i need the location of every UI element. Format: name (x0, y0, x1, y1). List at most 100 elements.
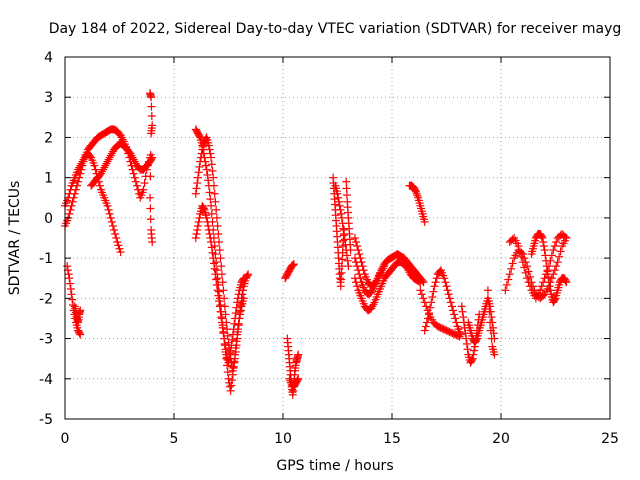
data-point (486, 318, 495, 327)
data-point (195, 213, 204, 222)
data-point (413, 191, 422, 200)
data-point (193, 221, 202, 230)
data-point (76, 330, 85, 339)
data-point (233, 294, 242, 303)
data-point (352, 238, 361, 247)
data-point (486, 302, 495, 311)
data-point (231, 314, 240, 323)
data-point (556, 247, 565, 256)
data-point (148, 238, 157, 247)
y-tick-label: -2 (39, 291, 53, 307)
data-point (449, 306, 458, 315)
data-point (64, 270, 73, 279)
data-point (215, 246, 224, 255)
data-point (228, 335, 237, 344)
data-point (66, 205, 75, 214)
y-tick-label: -3 (39, 332, 53, 348)
data-point (538, 234, 547, 242)
data-point (76, 169, 85, 178)
data-point (334, 193, 343, 202)
data-point (210, 189, 219, 198)
data-point (411, 187, 420, 196)
data-point (508, 259, 517, 268)
data-point (213, 274, 222, 283)
data-point (225, 382, 234, 391)
series-seg24 (483, 286, 499, 359)
data-point (63, 262, 72, 271)
data-point (518, 258, 527, 267)
data-point (65, 209, 74, 218)
data-point (337, 209, 346, 218)
data-point (537, 232, 546, 241)
data-point (224, 358, 233, 367)
data-point (359, 266, 368, 275)
data-point (220, 339, 229, 348)
data-point (96, 169, 105, 178)
data-point (209, 181, 218, 190)
data-point (225, 354, 234, 363)
data-point (368, 302, 377, 311)
data-point (206, 234, 215, 242)
data-point (463, 345, 472, 354)
data-point (526, 282, 535, 291)
data-point (193, 225, 202, 234)
data-point (536, 286, 545, 295)
data-point (552, 262, 561, 271)
data-point (205, 229, 214, 238)
data-point (95, 181, 104, 190)
data-point (415, 277, 424, 286)
data-point (484, 297, 493, 306)
data-point (197, 149, 206, 158)
data-point (416, 286, 425, 295)
data-point (218, 278, 227, 287)
data-point (380, 262, 389, 271)
data-point (234, 321, 243, 330)
data-point (444, 290, 453, 299)
data-point (236, 307, 245, 316)
data-point (79, 157, 88, 166)
series-seg4 (63, 262, 85, 339)
data-point (420, 326, 429, 335)
data-point (77, 165, 86, 174)
data-point (146, 204, 155, 213)
data-point (550, 295, 559, 304)
data-point (220, 334, 229, 343)
y-tick-label: 2 (44, 130, 53, 146)
data-point (76, 306, 85, 315)
data-point (209, 259, 218, 268)
data-point (346, 246, 355, 255)
data-point (293, 376, 302, 385)
data-point (472, 335, 481, 344)
data-point (555, 252, 564, 261)
data-point (372, 276, 381, 285)
data-point (132, 181, 141, 190)
data-point (75, 173, 84, 182)
data-point (216, 307, 225, 316)
data-point (412, 189, 421, 198)
data-point (212, 275, 221, 284)
data-point (229, 325, 238, 334)
data-point (116, 248, 125, 257)
data-point (106, 213, 115, 222)
data-point (358, 262, 367, 271)
data-point (369, 300, 378, 309)
data-point (126, 149, 135, 158)
series-seg18 (350, 234, 389, 291)
data-point (74, 177, 83, 186)
data-point (231, 309, 240, 318)
data-point (335, 201, 344, 210)
data-point (431, 278, 440, 287)
series-seg5 (70, 302, 85, 327)
data-point (147, 129, 156, 138)
data-point (201, 134, 210, 143)
data-point (106, 151, 115, 160)
data-point (502, 280, 511, 289)
data-point (553, 258, 562, 267)
data-point (353, 242, 362, 251)
data-point (432, 274, 441, 283)
data-point (107, 149, 116, 158)
series-seg25 (501, 234, 571, 303)
data-point (221, 345, 230, 354)
data-point (147, 102, 156, 111)
data-point (220, 294, 229, 303)
